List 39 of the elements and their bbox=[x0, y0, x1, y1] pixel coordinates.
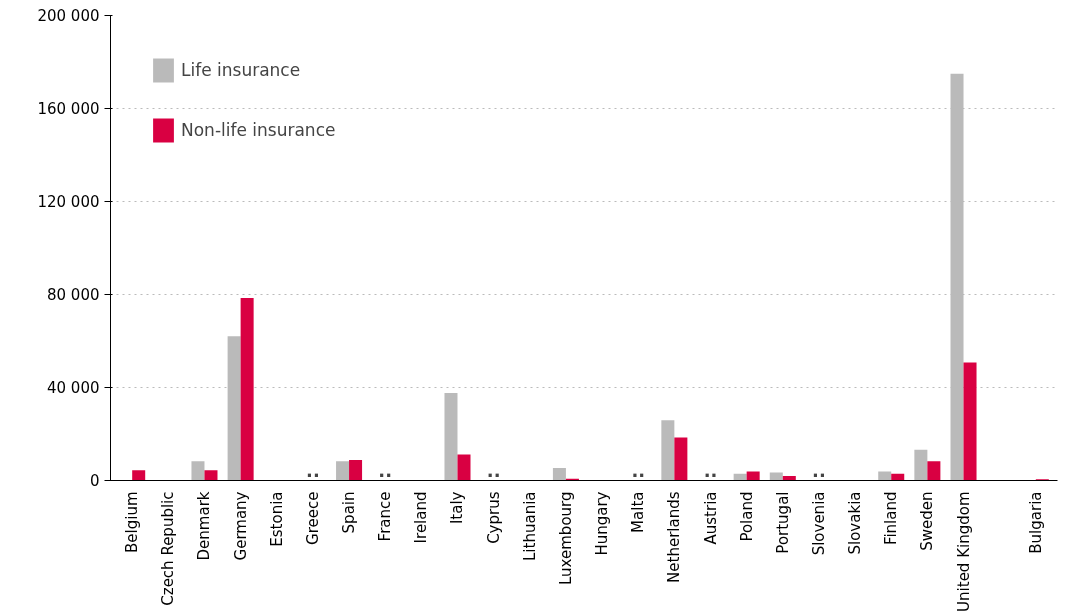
x-tick-label: Greece bbox=[303, 491, 322, 545]
x-tick-label: Portugal bbox=[773, 491, 792, 554]
annotation: .. bbox=[306, 459, 320, 481]
annotation: .. bbox=[486, 459, 501, 481]
x-tick-label: Lithuania bbox=[520, 491, 539, 561]
x-tick-label: Denmark bbox=[195, 491, 214, 561]
annotation: .. bbox=[703, 459, 718, 481]
x-tick-label: Bulgaria bbox=[1026, 491, 1045, 554]
y-tick-label: 40 000 bbox=[47, 378, 100, 397]
y-tick-label: 160 000 bbox=[37, 99, 100, 118]
x-tick-label: United Kingdom bbox=[954, 491, 973, 612]
x-tick-label: Czech Republic bbox=[159, 491, 178, 606]
y-tick-label: 200 000 bbox=[37, 6, 100, 25]
y-tick-label: 80 000 bbox=[47, 285, 100, 304]
x-tick-label: Estonia bbox=[267, 491, 286, 547]
annotation: .. bbox=[812, 459, 826, 481]
x-tick-label: France bbox=[376, 491, 395, 542]
x-tick-label: Austria bbox=[701, 491, 720, 545]
y-tick-label: 0 bbox=[89, 471, 100, 490]
y-tick-label: 120 000 bbox=[37, 192, 100, 211]
x-tick-label: Slovenia bbox=[809, 491, 828, 556]
x-tick-label: Cyprus bbox=[484, 491, 503, 544]
x-tick-label: Sweden bbox=[918, 491, 937, 551]
x-tick-label: Finland bbox=[882, 491, 901, 546]
x-tick-label: Netherlands bbox=[665, 491, 684, 583]
x-tick-label: Ireland bbox=[412, 491, 431, 544]
x-tick-label: Slovakia bbox=[846, 491, 865, 555]
x-tick-label: Luxembourg bbox=[556, 491, 575, 585]
x-tick-label: Poland bbox=[737, 491, 756, 542]
annotation: .. bbox=[631, 459, 646, 481]
annotation: .. bbox=[378, 459, 393, 481]
x-tick-label: Hungary bbox=[593, 491, 612, 556]
x-tick-label: Malta bbox=[629, 491, 648, 533]
x-tick-label: Belgium bbox=[123, 491, 142, 553]
legend-label: Non-life insurance bbox=[181, 120, 336, 140]
x-tick-label: Italy bbox=[448, 491, 467, 525]
x-tick-label: Germany bbox=[231, 491, 250, 561]
x-tick-label: Spain bbox=[340, 491, 359, 534]
legend-label: Life insurance bbox=[181, 60, 301, 80]
